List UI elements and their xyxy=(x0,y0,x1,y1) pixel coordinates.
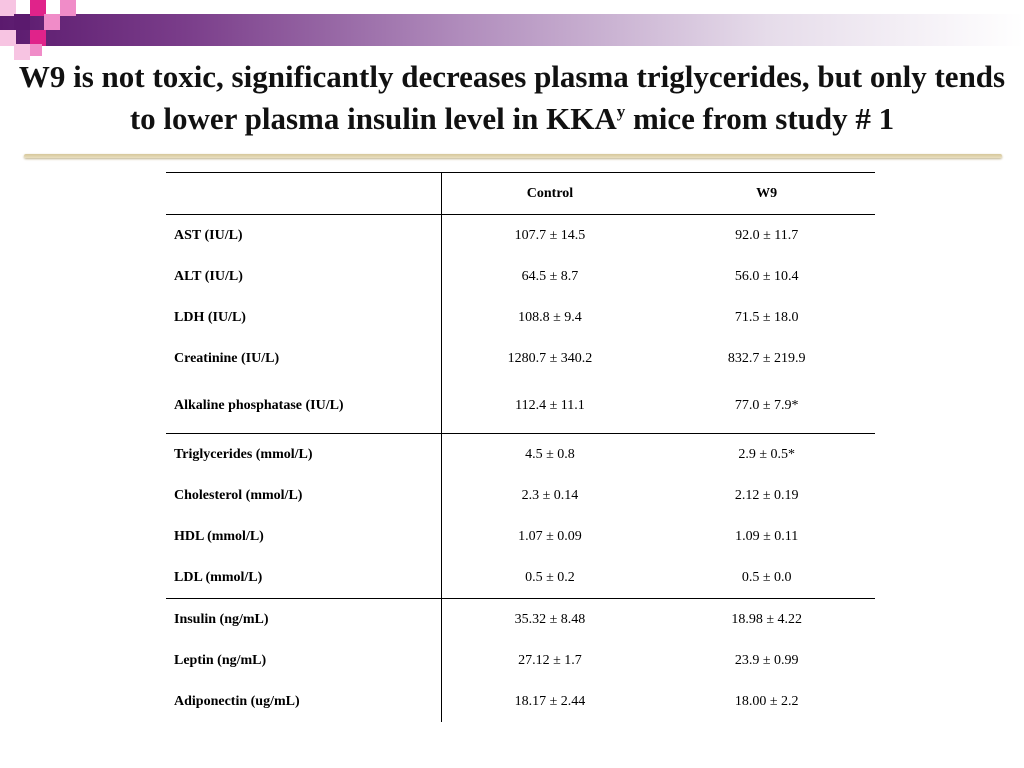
row-label: Alkaline phosphatase (IU/L) xyxy=(166,379,442,434)
header-empty xyxy=(166,172,442,215)
table-row: Triglycerides (mmol/L) 4.5 ± 0.8 2.9 ± 0… xyxy=(166,433,875,475)
control-value: 18.17 ± 2.44 xyxy=(514,693,586,709)
table-row: Alkaline phosphatase (IU/L) 112.4 ± 11.1… xyxy=(166,379,875,434)
title-main: W9 is not toxic, significantly decreases… xyxy=(18,59,1006,136)
w9-value: 0.5 ± 0.0 xyxy=(741,569,792,585)
header-banner xyxy=(0,14,1024,46)
title-superscript: y xyxy=(616,102,626,121)
w9-value: 77.0 ± 7.9* xyxy=(734,398,799,413)
control-value: 4.5 ± 0.8 xyxy=(525,446,575,462)
table-row: Leptin (ng/mL) 27.12 ± 1.7 23.9 ± 0.99 xyxy=(166,640,875,681)
row-label: Triglycerides (mmol/L) xyxy=(166,433,442,475)
control-value: 27.12 ± 1.7 xyxy=(518,652,582,668)
control-value: 2.3 ± 0.14 xyxy=(521,487,579,503)
row-label: HDL (mmol/L) xyxy=(166,516,442,557)
control-value: 112.4 ± 11.1 xyxy=(515,398,585,413)
results-table: Control W9 AST (IU/L) 107.7 ± 14.5 92.0 … xyxy=(166,172,875,722)
header-control: Control xyxy=(526,185,574,201)
row-label: ALT (IU/L) xyxy=(166,256,442,297)
w9-value: 832.7 ± 219.9 xyxy=(727,350,806,366)
row-label: Adiponectin (ug/mL) xyxy=(166,681,442,722)
row-label: LDL (mmol/L) xyxy=(166,557,442,599)
slide-title: W9 is not toxic, significantly decreases… xyxy=(10,56,1014,140)
w9-value: 18.98 ± 4.22 xyxy=(731,611,802,627)
control-value: 1280.7 ± 340.2 xyxy=(507,350,593,366)
table-row: Insulin (ng/mL) 35.32 ± 8.48 18.98 ± 4.2… xyxy=(166,598,875,640)
title-end: mice from study # 1 xyxy=(625,101,895,136)
title-divider xyxy=(24,154,1002,158)
w9-value: 2.9 ± 0.5* xyxy=(738,446,795,462)
w9-value: 23.9 ± 0.99 xyxy=(734,652,799,668)
control-value: 35.32 ± 8.48 xyxy=(514,611,586,627)
row-label: Cholesterol (mmol/L) xyxy=(166,475,442,516)
w9-value: 1.09 ± 0.11 xyxy=(735,528,799,544)
table-row: LDL (mmol/L) 0.5 ± 0.2 0.5 ± 0.0 xyxy=(166,557,875,599)
header-w9: W9 xyxy=(756,185,778,201)
table-row: Adiponectin (ug/mL) 18.17 ± 2.44 18.00 ±… xyxy=(166,681,875,722)
control-value: 0.5 ± 0.2 xyxy=(525,569,575,585)
w9-value: 56.0 ± 10.4 xyxy=(734,268,799,284)
table-row: Creatinine (IU/L) 1280.7 ± 340.2 832.7 ±… xyxy=(166,338,875,379)
row-label: Insulin (ng/mL) xyxy=(166,598,442,640)
control-value: 108.8 ± 9.4 xyxy=(518,309,582,325)
row-label: LDH (IU/L) xyxy=(166,297,442,338)
table-row: Cholesterol (mmol/L) 2.3 ± 0.14 2.12 ± 0… xyxy=(166,475,875,516)
control-value: 64.5 ± 8.7 xyxy=(521,268,579,284)
table-row: HDL (mmol/L) 1.07 ± 0.09 1.09 ± 0.11 xyxy=(166,516,875,557)
w9-value: 71.5 ± 18.0 xyxy=(734,309,799,325)
w9-value: 92.0 ± 11.7 xyxy=(735,227,799,243)
control-value: 107.7 ± 14.5 xyxy=(514,227,586,243)
table-row: ALT (IU/L) 64.5 ± 8.7 56.0 ± 10.4 xyxy=(166,256,875,297)
table-row: AST (IU/L) 107.7 ± 14.5 92.0 ± 11.7 xyxy=(166,214,875,256)
control-value: 1.07 ± 0.09 xyxy=(518,528,582,544)
table-header-row: Control W9 xyxy=(166,172,875,215)
row-label: Creatinine (IU/L) xyxy=(166,338,442,379)
row-label: AST (IU/L) xyxy=(166,214,442,256)
w9-value: 2.12 ± 0.19 xyxy=(734,487,799,503)
w9-value: 18.00 ± 2.2 xyxy=(734,693,799,709)
table-row: LDH (IU/L) 108.8 ± 9.4 71.5 ± 18.0 xyxy=(166,297,875,338)
row-label: Leptin (ng/mL) xyxy=(166,640,442,681)
